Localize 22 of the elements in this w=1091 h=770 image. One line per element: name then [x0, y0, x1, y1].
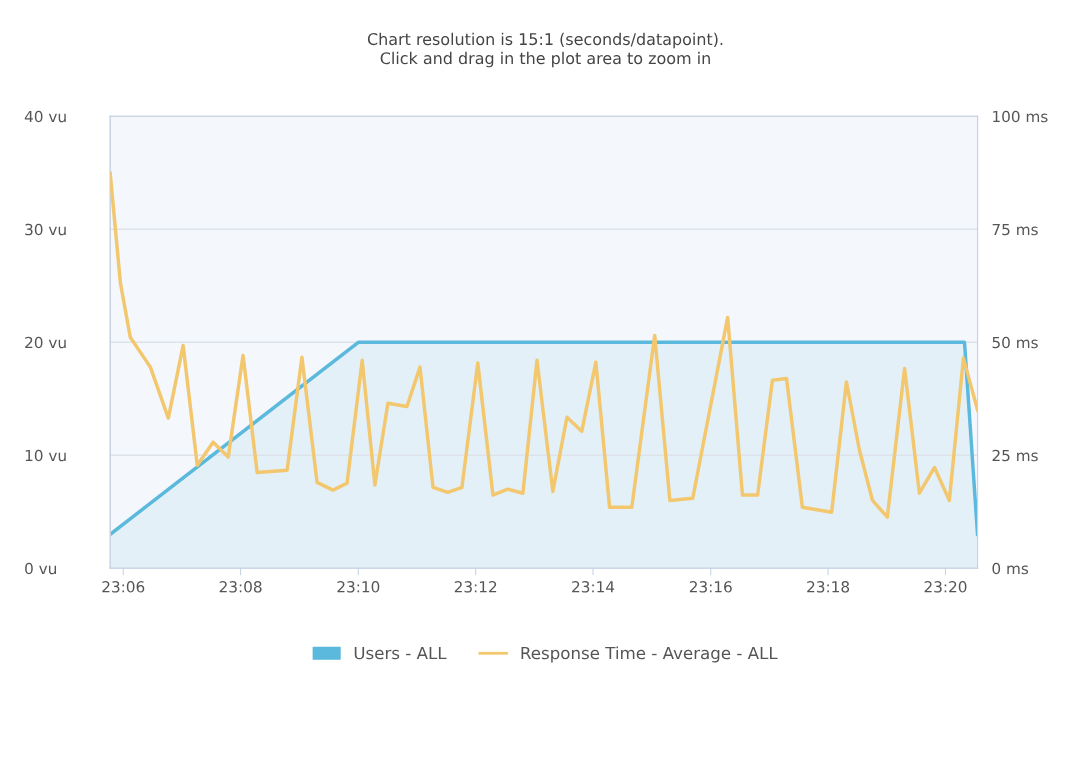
y2-tick-label: 25 ms — [992, 449, 1038, 462]
x-tick-label: 23:16 — [689, 581, 732, 593]
line-series — [110, 171, 978, 519]
x-tick-label: 23:12 — [454, 581, 497, 593]
x-tick-label: 23:06 — [102, 581, 145, 593]
y-tick-label: 20 vu — [25, 336, 66, 349]
y2-tick-label: 50 ms — [992, 336, 1038, 349]
x-tick-label: 23:14 — [572, 581, 615, 593]
y-tick-label: 0 vu — [25, 562, 56, 575]
legend-label: Users - ALL — [354, 646, 447, 660]
y2-tick-label: 75 ms — [992, 223, 1038, 236]
x-tick-label: 23:20 — [924, 581, 967, 593]
x-tick-label: 23:08 — [219, 581, 262, 593]
legend-label: Response Time - Average - ALL — [521, 646, 778, 663]
y-tick-label: 10 vu — [25, 449, 66, 462]
y2-tick-label: 0 ms — [992, 562, 1029, 575]
x-tick-label: 23:18 — [807, 581, 850, 593]
y-tick-label: 30 vu — [25, 223, 66, 236]
y2-tick-label: 100 ms — [993, 110, 1048, 123]
y-tick-label: 40 vu — [24, 110, 66, 123]
x-tick-label: 23:10 — [337, 581, 380, 593]
chart-title: Chart resolution is 15:1 (seconds/datapoint). Click and drag in the plot area to zoom in — [367, 32, 723, 68]
